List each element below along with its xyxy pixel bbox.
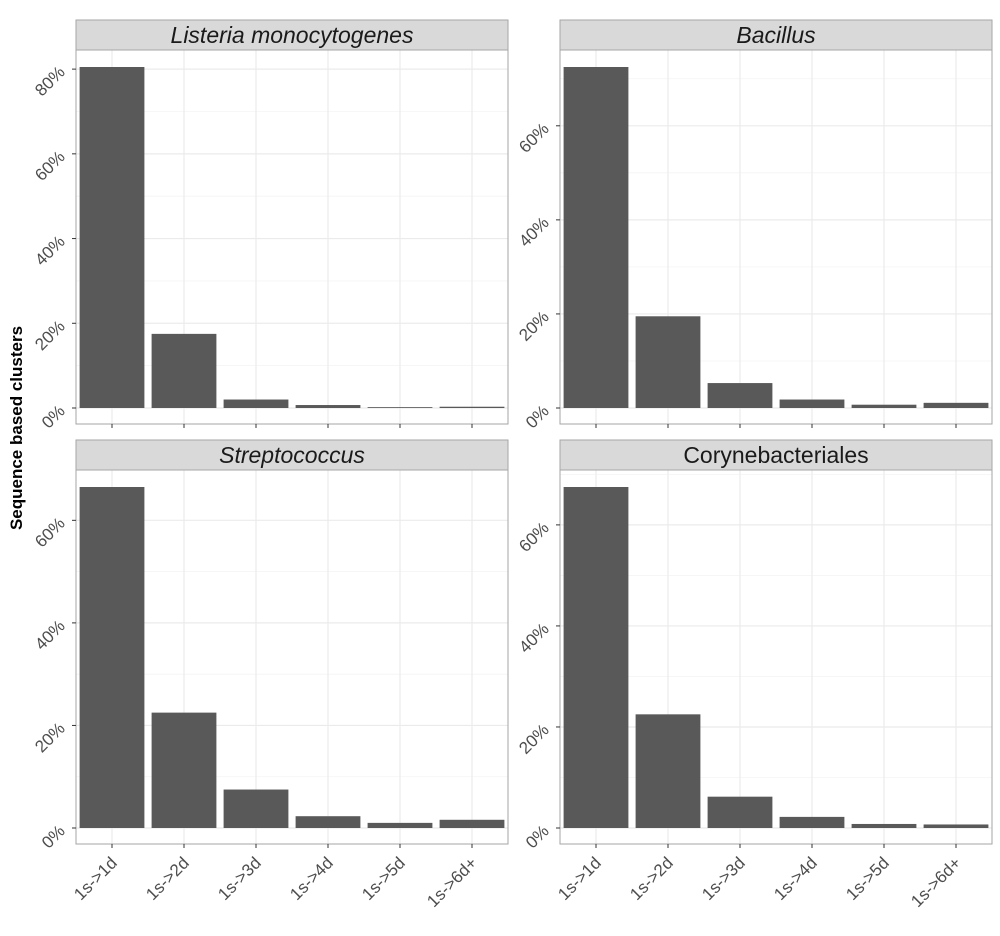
y-tick-label: 60% bbox=[515, 119, 552, 156]
bar-1s->1d bbox=[79, 67, 145, 408]
bar-1s->6d+ bbox=[923, 824, 989, 828]
y-tick-label: 40% bbox=[515, 213, 552, 250]
bar-1s->2d bbox=[635, 316, 701, 408]
facet-strip bbox=[559, 439, 993, 471]
facet-title: Streptococcus bbox=[219, 442, 365, 468]
facet-strip bbox=[75, 439, 509, 471]
facet-panel-2: Bacillus 0% 20% 40% 60% bbox=[515, 19, 993, 432]
bar-1s->4d bbox=[779, 399, 845, 408]
bar-1s->2d bbox=[635, 714, 701, 828]
panel-background bbox=[560, 50, 992, 424]
facet-strip bbox=[75, 19, 509, 51]
bar-1s->6d+ bbox=[439, 406, 505, 408]
bar-1s->6d+ bbox=[439, 819, 505, 828]
x-tick-label: 1s->2d bbox=[142, 853, 193, 904]
y-tick-label: 0% bbox=[38, 821, 69, 852]
y-axis-title: Sequence based clusters bbox=[7, 326, 26, 530]
facet-title: Bacillus bbox=[736, 22, 816, 48]
x-tick-label: 1s->4d bbox=[770, 853, 821, 904]
y-tick-label: 60% bbox=[31, 147, 68, 184]
bar-1s->5d bbox=[367, 407, 433, 408]
x-tick-label: 1s->3d bbox=[698, 853, 749, 904]
y-tick-label: 0% bbox=[522, 821, 553, 852]
y-tick-label: 20% bbox=[31, 719, 68, 756]
bar-1s->4d bbox=[295, 816, 361, 828]
bar-1s->5d bbox=[367, 822, 433, 828]
bar-1s->1d bbox=[563, 67, 629, 408]
y-tick-label: 80% bbox=[31, 63, 68, 100]
facet-panel-3: Streptococcus 0% 20% 40% 60% 1s->1d 1s->2d 1s->… bbox=[31, 439, 509, 911]
bar-1s->4d bbox=[295, 405, 361, 408]
y-tick-label: 0% bbox=[522, 401, 553, 432]
facet-panel-4: Corynebacteriales 0% 20% 40% 60% 1s->1d 1s->2d… bbox=[515, 439, 993, 911]
x-tick-label: 1s->6d+ bbox=[423, 853, 481, 911]
panel-background bbox=[560, 470, 992, 844]
facet-title: Listeria monocytogenes bbox=[171, 22, 414, 48]
bar-1s->3d bbox=[223, 789, 289, 828]
bar-1s->2d bbox=[151, 333, 217, 408]
x-tick-label: 1s->3d bbox=[214, 853, 265, 904]
y-tick-label: 40% bbox=[31, 232, 68, 269]
y-tick-label: 20% bbox=[515, 307, 552, 344]
panel-background bbox=[76, 50, 508, 424]
bar-1s->5d bbox=[851, 404, 917, 408]
y-tick-label: 20% bbox=[31, 317, 68, 354]
panel-background bbox=[76, 470, 508, 844]
facet-title: Corynebacteriales bbox=[683, 442, 868, 468]
y-tick-label: 60% bbox=[31, 514, 68, 551]
bar-1s->1d bbox=[79, 487, 145, 828]
bar-1s->6d+ bbox=[923, 402, 989, 408]
y-tick-label: 0% bbox=[38, 401, 69, 432]
y-tick-label: 60% bbox=[515, 518, 552, 555]
bar-1s->3d bbox=[707, 383, 773, 408]
facet-strip bbox=[559, 19, 993, 51]
x-tick-label: 1s->5d bbox=[358, 853, 409, 904]
x-tick-label: 1s->2d bbox=[626, 853, 677, 904]
bar-1s->3d bbox=[707, 796, 773, 828]
x-tick-label: 1s->6d+ bbox=[907, 853, 965, 911]
x-tick-label: 1s->4d bbox=[286, 853, 337, 904]
bar-1s->2d bbox=[151, 712, 217, 828]
y-tick-label: 40% bbox=[31, 616, 68, 653]
facet-panel-1: Listeria monocytogenes 0% 20% 40% 60% 80% bbox=[31, 19, 509, 432]
bar-1s->1d bbox=[563, 487, 629, 828]
x-tick-label: 1s->5d bbox=[842, 853, 893, 904]
bar-1s->4d bbox=[779, 816, 845, 828]
bar-1s->5d bbox=[851, 823, 917, 828]
y-tick-label: 20% bbox=[515, 720, 552, 757]
x-tick-label: 1s->1d bbox=[70, 853, 121, 904]
x-tick-label: 1s->1d bbox=[554, 853, 605, 904]
bar-1s->3d bbox=[223, 399, 289, 408]
y-tick-label: 40% bbox=[515, 619, 552, 656]
